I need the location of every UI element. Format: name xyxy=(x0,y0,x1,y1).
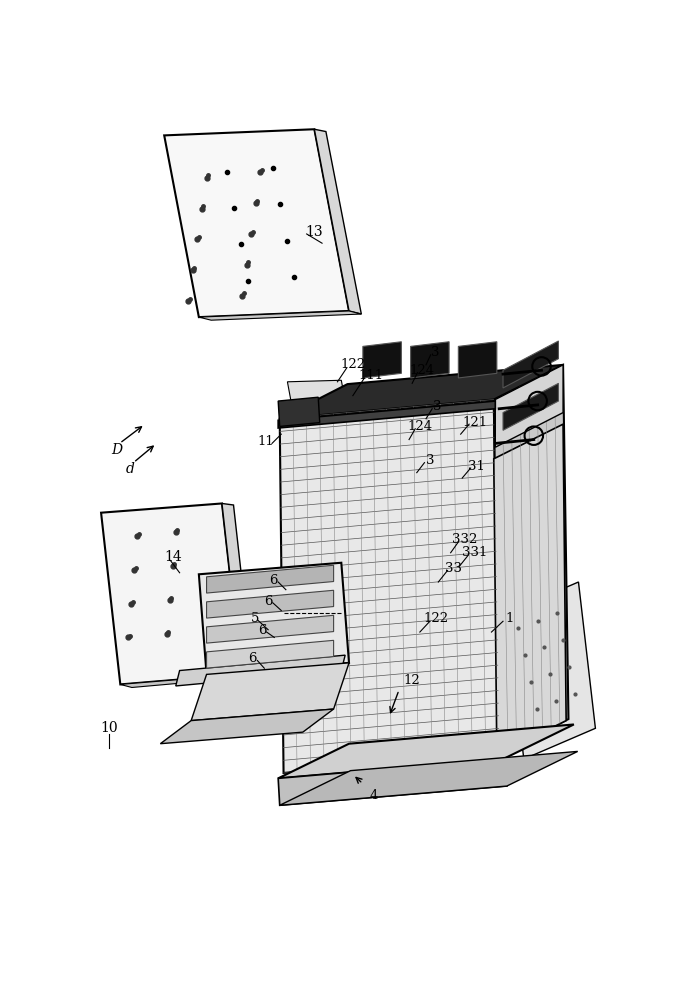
Text: 1: 1 xyxy=(505,612,514,625)
Polygon shape xyxy=(199,563,349,674)
Text: 6: 6 xyxy=(258,624,266,637)
Text: 3: 3 xyxy=(433,400,442,413)
Polygon shape xyxy=(494,424,566,755)
Text: 122: 122 xyxy=(423,612,449,625)
Polygon shape xyxy=(164,129,349,317)
Polygon shape xyxy=(507,582,595,759)
Text: 4: 4 xyxy=(369,789,378,802)
Polygon shape xyxy=(278,397,319,426)
Polygon shape xyxy=(494,365,568,754)
Polygon shape xyxy=(280,365,563,419)
Polygon shape xyxy=(278,724,574,778)
Text: 14: 14 xyxy=(165,550,183,564)
Polygon shape xyxy=(191,663,349,721)
Polygon shape xyxy=(120,674,253,687)
Text: 11: 11 xyxy=(257,435,274,448)
Polygon shape xyxy=(410,342,449,378)
Polygon shape xyxy=(495,365,563,447)
Text: 12: 12 xyxy=(404,674,421,687)
Polygon shape xyxy=(315,129,361,314)
Text: 5: 5 xyxy=(251,612,259,625)
Text: 13: 13 xyxy=(306,225,323,239)
Text: 6: 6 xyxy=(269,574,278,587)
Polygon shape xyxy=(280,751,578,805)
Polygon shape xyxy=(199,311,361,320)
Text: 3: 3 xyxy=(425,454,434,467)
Polygon shape xyxy=(278,759,507,805)
Text: 6: 6 xyxy=(248,652,257,666)
Text: D: D xyxy=(111,443,122,457)
Polygon shape xyxy=(458,342,497,378)
Polygon shape xyxy=(207,590,334,618)
Polygon shape xyxy=(207,565,334,593)
Text: 122: 122 xyxy=(341,358,365,371)
Polygon shape xyxy=(207,640,334,668)
Polygon shape xyxy=(101,503,241,684)
Polygon shape xyxy=(503,341,558,388)
Polygon shape xyxy=(207,615,334,643)
Polygon shape xyxy=(280,400,499,773)
Text: 6: 6 xyxy=(264,595,272,608)
Text: 121: 121 xyxy=(462,416,487,429)
Text: 331: 331 xyxy=(462,546,487,559)
Text: 332: 332 xyxy=(452,533,477,546)
Polygon shape xyxy=(287,380,345,403)
Polygon shape xyxy=(278,401,495,428)
Polygon shape xyxy=(222,503,253,677)
Polygon shape xyxy=(503,383,558,430)
Text: 124: 124 xyxy=(407,420,432,433)
Text: 33: 33 xyxy=(445,562,462,575)
Polygon shape xyxy=(176,655,345,686)
Text: d: d xyxy=(126,462,135,476)
Text: 3: 3 xyxy=(431,346,440,359)
Text: 124: 124 xyxy=(410,364,435,377)
Polygon shape xyxy=(363,342,402,378)
Text: 10: 10 xyxy=(100,721,118,735)
Polygon shape xyxy=(160,709,334,744)
Text: 31: 31 xyxy=(469,460,485,473)
Text: 111: 111 xyxy=(358,369,383,382)
